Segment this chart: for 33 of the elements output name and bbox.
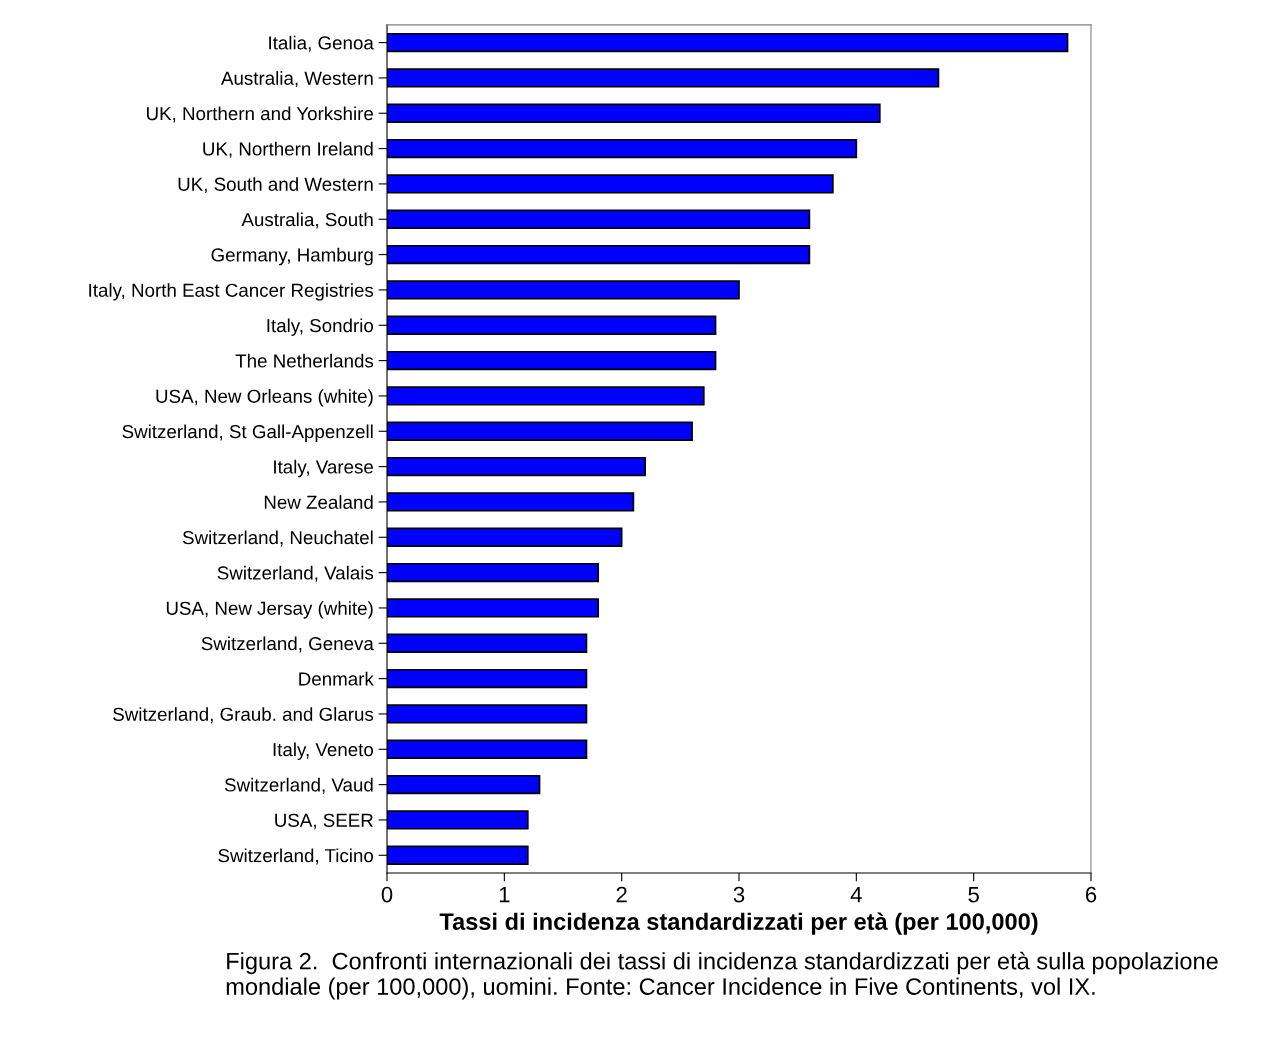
y-tick-label: UK, Northern Ireland [203, 141, 373, 158]
y-tick-label: Australia, Western [221, 71, 373, 88]
y-tick-label: UK, Northern and Yorkshire [147, 106, 373, 123]
y-tick-label: Denmark [299, 671, 374, 686]
y-tick-label: Switzerland, Vaud [224, 777, 373, 794]
x-tick-label: 0 [381, 886, 393, 903]
y-tick-label: Germany, Hamburg [211, 247, 373, 266]
y-tick-label: Italy, Veneto [273, 742, 374, 760]
x-tick-label: 4 [850, 886, 862, 903]
y-tick-label: USA, New Orleans (white) [156, 389, 373, 407]
y-tick-label: New Zealand [264, 495, 373, 509]
y-tick-label: Switzerland, Neuchatel [182, 530, 373, 547]
y-tick-label: USA, New Jersay (white) [166, 601, 373, 619]
x-tick-label: 6 [1085, 886, 1097, 903]
y-tick-label: The Netherlands [235, 353, 374, 368]
y-tick-label: Australia, South [241, 212, 373, 229]
y-tick-label: Switzerland, Valais [217, 565, 374, 582]
y-tick-label: Italy, North East Cancer Registries [89, 283, 374, 301]
y-tick-label: USA, SEER [275, 813, 373, 830]
y-tick-label: Switzerland, St Gall-Appenzell [122, 424, 373, 442]
x-tick-label: 1 [499, 886, 510, 903]
x-axis-title: Tassi di incidenza standardizzati per età (per 100,000) [439, 912, 1038, 935]
y-tick-label: Italy, Sondrio [267, 318, 374, 336]
y-tick-label: Switzerland, Geneva [201, 636, 374, 653]
text: Figura 2. Confronti internazionali dei tassi di incidenza standardizzati per età sulla popolazione mondiale (per 100,000), uomini. Fonte: Cancer Incidence in Five Continents, vol IX. [226, 951, 1218, 1000]
y-tick-label: UK, South and Western [178, 177, 373, 194]
y-tick-label: Switzerland, Ticino [218, 848, 374, 865]
y-tick-label: Italia, Genoa [269, 35, 374, 52]
x-tick-label: 5 [968, 886, 979, 903]
y-tick-label: Italy, Varese [274, 459, 373, 478]
y-tick-label: Switzerland, Graub. and Glarus [113, 707, 374, 724]
x-tick-label: 2 [616, 886, 627, 903]
x-tick-label: 3 [733, 886, 745, 903]
